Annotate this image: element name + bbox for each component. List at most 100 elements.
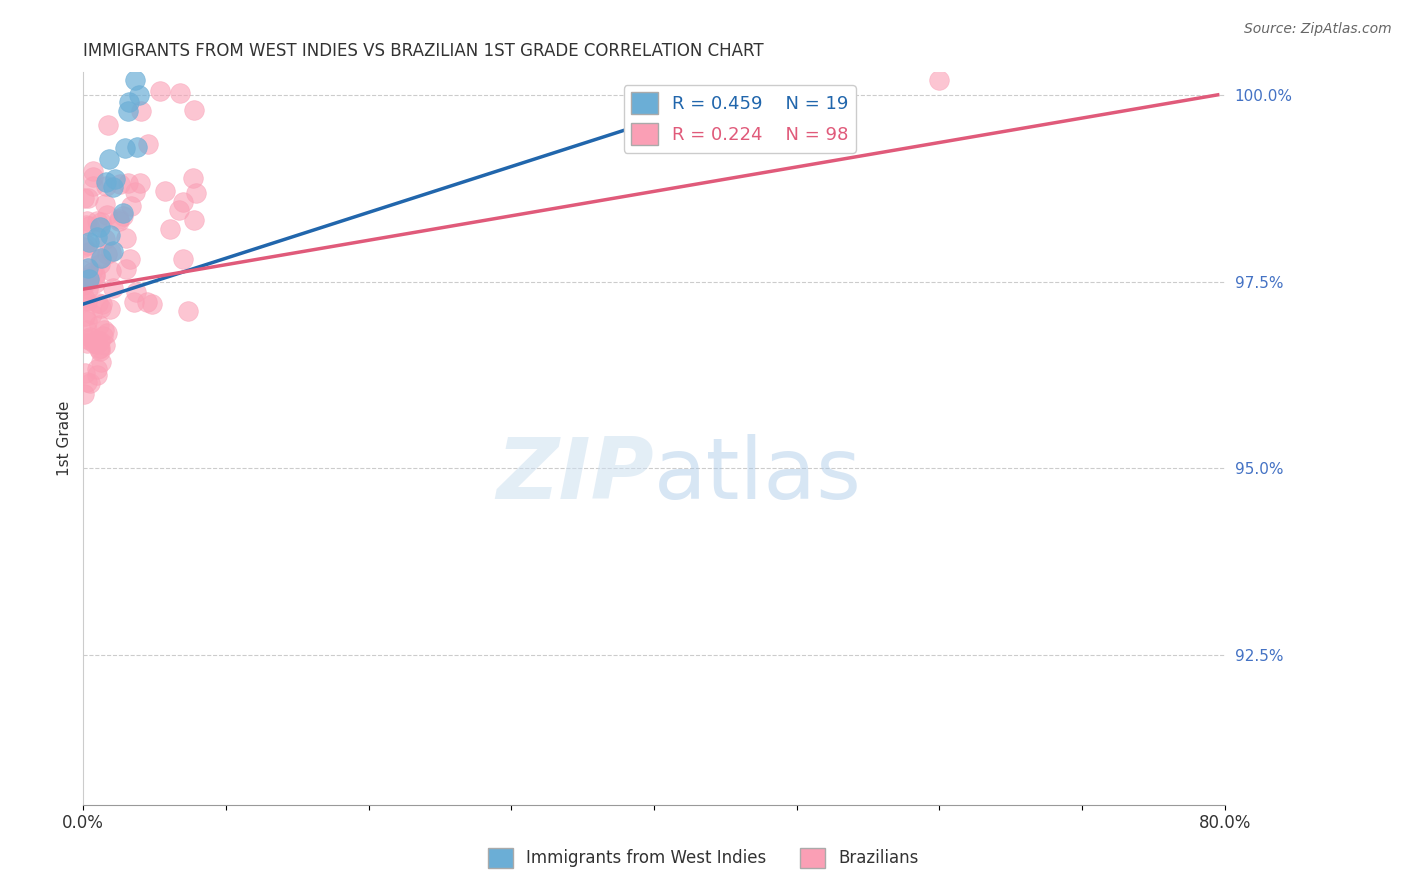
Point bbox=[117, 103, 139, 118]
Point bbox=[87, 296, 110, 310]
Point bbox=[86, 368, 108, 382]
Point bbox=[73, 278, 96, 293]
Point bbox=[110, 177, 132, 191]
Point bbox=[79, 273, 101, 287]
Point bbox=[96, 208, 118, 222]
Point bbox=[172, 194, 194, 209]
Point bbox=[141, 297, 163, 311]
Point bbox=[169, 87, 191, 101]
Point bbox=[129, 104, 152, 119]
Point bbox=[89, 257, 111, 271]
Point bbox=[77, 333, 100, 347]
Point bbox=[96, 326, 118, 340]
Point bbox=[128, 88, 150, 103]
Point bbox=[83, 276, 105, 290]
Point bbox=[96, 247, 118, 261]
Point bbox=[183, 213, 205, 227]
Point bbox=[114, 231, 136, 245]
Point bbox=[93, 338, 115, 352]
Point bbox=[86, 214, 108, 228]
Point bbox=[89, 342, 111, 356]
Point bbox=[104, 172, 127, 186]
Point bbox=[90, 251, 112, 265]
Point bbox=[183, 103, 205, 117]
Point bbox=[90, 355, 112, 369]
Point bbox=[73, 290, 96, 304]
Point bbox=[94, 176, 117, 190]
Text: IMMIGRANTS FROM WEST INDIES VS BRAZILIAN 1ST GRADE CORRELATION CHART: IMMIGRANTS FROM WEST INDIES VS BRAZILIAN… bbox=[83, 42, 763, 60]
Point bbox=[89, 219, 111, 234]
Point bbox=[76, 214, 98, 228]
Point bbox=[76, 293, 98, 308]
Point bbox=[89, 343, 111, 358]
Point bbox=[77, 245, 100, 260]
Point bbox=[73, 271, 96, 285]
Point bbox=[73, 277, 96, 291]
Point bbox=[125, 285, 148, 300]
Point bbox=[84, 268, 107, 282]
Legend: Immigrants from West Indies, Brazilians: Immigrants from West Indies, Brazilians bbox=[481, 841, 925, 875]
Point bbox=[89, 341, 111, 355]
Point bbox=[77, 282, 100, 296]
Point bbox=[82, 164, 104, 178]
Point bbox=[73, 191, 96, 205]
Point bbox=[176, 304, 198, 318]
Point bbox=[77, 332, 100, 346]
Point bbox=[101, 281, 124, 295]
Point bbox=[108, 213, 131, 227]
Point bbox=[181, 170, 204, 185]
Point bbox=[86, 362, 108, 376]
Point bbox=[120, 252, 142, 267]
Point bbox=[117, 176, 139, 190]
Point bbox=[118, 95, 141, 109]
Point bbox=[86, 230, 108, 244]
Point bbox=[76, 238, 98, 252]
Point bbox=[114, 141, 136, 155]
Point bbox=[124, 185, 146, 199]
Point bbox=[73, 240, 96, 254]
Point bbox=[86, 333, 108, 347]
Point bbox=[79, 219, 101, 234]
Point bbox=[86, 337, 108, 351]
Text: Source: ZipAtlas.com: Source: ZipAtlas.com bbox=[1244, 22, 1392, 37]
Point bbox=[79, 330, 101, 344]
Point bbox=[73, 294, 96, 309]
Text: ZIP: ZIP bbox=[496, 434, 654, 516]
Point bbox=[77, 261, 100, 276]
Point bbox=[153, 185, 176, 199]
Point bbox=[90, 301, 112, 315]
Point bbox=[80, 265, 103, 279]
Point bbox=[928, 73, 950, 87]
Point bbox=[91, 329, 114, 343]
Point bbox=[76, 375, 98, 389]
Point bbox=[76, 314, 98, 328]
Point bbox=[89, 334, 111, 348]
Point bbox=[77, 272, 100, 286]
Point bbox=[76, 191, 98, 205]
Point bbox=[89, 252, 111, 267]
Point bbox=[98, 227, 121, 242]
Point bbox=[97, 118, 120, 132]
Legend: R = 0.459    N = 19, R = 0.224    N = 98: R = 0.459 N = 19, R = 0.224 N = 98 bbox=[623, 85, 856, 153]
Point bbox=[75, 218, 97, 232]
Point bbox=[73, 309, 96, 323]
Point bbox=[169, 203, 191, 218]
Point bbox=[122, 294, 145, 309]
Point bbox=[149, 84, 172, 98]
Point bbox=[77, 235, 100, 250]
Point bbox=[98, 153, 121, 167]
Point bbox=[108, 212, 131, 227]
Point bbox=[80, 307, 103, 321]
Text: atlas: atlas bbox=[654, 434, 862, 516]
Point bbox=[100, 264, 122, 278]
Point bbox=[93, 232, 115, 246]
Point bbox=[112, 209, 135, 223]
Point bbox=[172, 252, 194, 266]
Point bbox=[82, 178, 104, 193]
Point bbox=[83, 269, 105, 284]
Point bbox=[76, 323, 98, 337]
Point bbox=[79, 376, 101, 390]
Point bbox=[124, 73, 146, 87]
Point bbox=[83, 335, 105, 350]
Point bbox=[82, 169, 104, 184]
